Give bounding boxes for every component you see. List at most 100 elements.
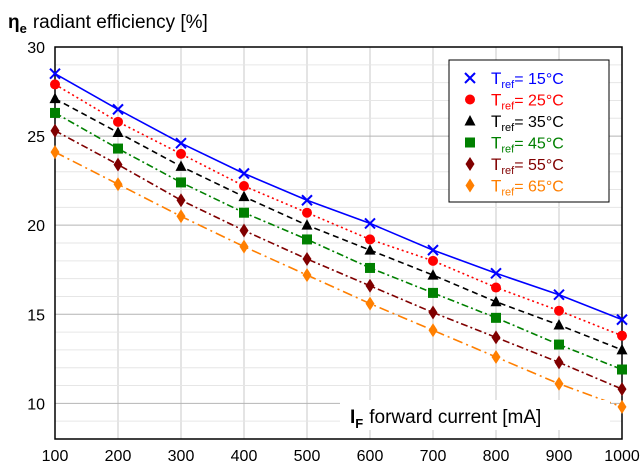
marker-stroke	[616, 313, 628, 326]
y-axis-label: ηe radiant efficiency [%]	[8, 12, 208, 36]
legend-marker-4	[465, 137, 475, 148]
plot-area-frame	[54, 46, 623, 440]
data-point-series-1	[427, 244, 439, 256]
legend-label-5: Tref= 55°C	[491, 155, 564, 177]
data-point-series-5	[302, 252, 312, 267]
x-axis-label-text: forward current [mA]	[369, 407, 541, 428]
data-point-series-3	[175, 160, 187, 171]
data-point-series-5	[50, 123, 60, 138]
marker-stroke	[364, 217, 376, 230]
data-point-series-2	[617, 330, 627, 341]
x-axis-symbol: I	[350, 407, 355, 428]
data-point-series-4	[302, 234, 312, 245]
x-axis-label-background	[340, 400, 610, 430]
data-point-series-5	[428, 305, 438, 320]
legend-label-2: Tref= 25°C	[491, 91, 564, 113]
y-tick-label: 25	[27, 129, 45, 146]
x-tick-label: 200	[105, 448, 132, 465]
y-tick-label: 15	[27, 307, 45, 324]
data-point-series-3	[49, 92, 61, 104]
legend-box	[448, 59, 610, 203]
data-point-series-4	[554, 339, 564, 350]
marker-stroke	[490, 267, 502, 279]
data-point-series-6	[554, 376, 564, 391]
legend-label-1: Tref= 15°C	[491, 69, 564, 91]
legend-label-subscript: ref	[501, 144, 515, 156]
y-axis-label-text: radiant efficiency [%]	[33, 12, 208, 33]
data-point-series-4	[617, 364, 627, 375]
x-tick-label: 600	[357, 448, 384, 465]
data-point-series-6	[176, 209, 186, 224]
legend-label-subscript: ref	[501, 79, 515, 91]
legend-label-value: = 55°C	[514, 157, 564, 174]
legend-label-value: = 45°C	[514, 136, 564, 153]
marker-stroke	[238, 167, 250, 180]
x-axis-ticks: 100 200 300 400 500 600 700 800 900 1000	[42, 448, 640, 465]
legend-label-value: = 15°C	[514, 71, 564, 88]
y-axis-symbol: η	[8, 12, 20, 33]
series-line-2	[54, 83, 623, 337]
data-point-series-1	[49, 68, 61, 80]
marker-stroke	[301, 194, 313, 206]
y-axis-subscript: e	[20, 21, 27, 36]
x-tick-label: 800	[483, 448, 510, 465]
legend-label-symbol: T	[491, 91, 501, 110]
data-point-series-1	[175, 137, 187, 149]
series-line-6	[54, 151, 623, 408]
legend-label-value: = 35°C	[514, 114, 564, 131]
data-point-series-6	[365, 296, 375, 311]
legend-label-value: = 65°C	[514, 179, 564, 196]
legend-label-symbol: T	[491, 155, 501, 174]
series-lines	[54, 73, 623, 408]
x-tick-label: 100	[42, 448, 69, 465]
series-line-1	[54, 73, 623, 321]
legend-label-subscript: ref	[501, 101, 515, 113]
data-point-series-4	[239, 207, 249, 218]
data-point-series-3	[490, 295, 502, 307]
data-point-series-3	[427, 269, 439, 280]
marker-stroke	[553, 288, 565, 301]
data-point-series-2	[428, 255, 438, 266]
legend-label-symbol: T	[491, 69, 501, 88]
legend-label-subscript: ref	[501, 187, 515, 199]
legend-label-subscript: ref	[501, 165, 515, 177]
data-point-series-1	[490, 267, 502, 279]
data-point-series-5	[113, 157, 123, 172]
data-point-series-4	[113, 143, 123, 154]
x-tick-label: 700	[420, 448, 447, 465]
legend-label-4: Tref= 45°C	[491, 134, 564, 156]
series-line-5	[54, 129, 623, 390]
data-point-series-6	[239, 239, 249, 254]
data-point-series-4	[176, 177, 186, 188]
legend-label-symbol: T	[491, 134, 501, 153]
data-point-series-2	[491, 282, 501, 293]
data-point-series-5	[239, 223, 249, 238]
legend-label-value: = 25°C	[514, 93, 564, 110]
legend-label-symbol: T	[491, 177, 501, 196]
x-tick-label: 500	[294, 448, 321, 465]
data-point-series-4	[491, 312, 501, 323]
data-point-series-2	[113, 116, 123, 127]
data-point-series-3	[616, 343, 628, 355]
data-point-series-1	[112, 103, 124, 116]
data-point-series-2	[302, 207, 312, 218]
data-point-series-3	[301, 219, 313, 230]
data-point-series-6	[617, 399, 627, 414]
legend-label-symbol: T	[491, 112, 501, 131]
legend-label-subscript: ref	[501, 122, 515, 134]
data-point-series-5	[554, 355, 564, 370]
marker-stroke	[464, 72, 476, 84]
data-point-series-5	[491, 330, 501, 345]
data-point-series-1	[238, 167, 250, 180]
legend-marker-6	[465, 178, 475, 193]
data-point-series-1	[364, 217, 376, 230]
data-point-series-2	[50, 79, 60, 90]
legend-label-3: Tref= 35°C	[491, 112, 564, 134]
y-tick-label: 10	[27, 396, 45, 413]
marker-stroke	[112, 103, 124, 116]
data-point-series-3	[238, 190, 250, 202]
data-point-series-2	[365, 234, 375, 245]
data-point-series-5	[176, 193, 186, 208]
data-point-series-5	[617, 382, 627, 397]
